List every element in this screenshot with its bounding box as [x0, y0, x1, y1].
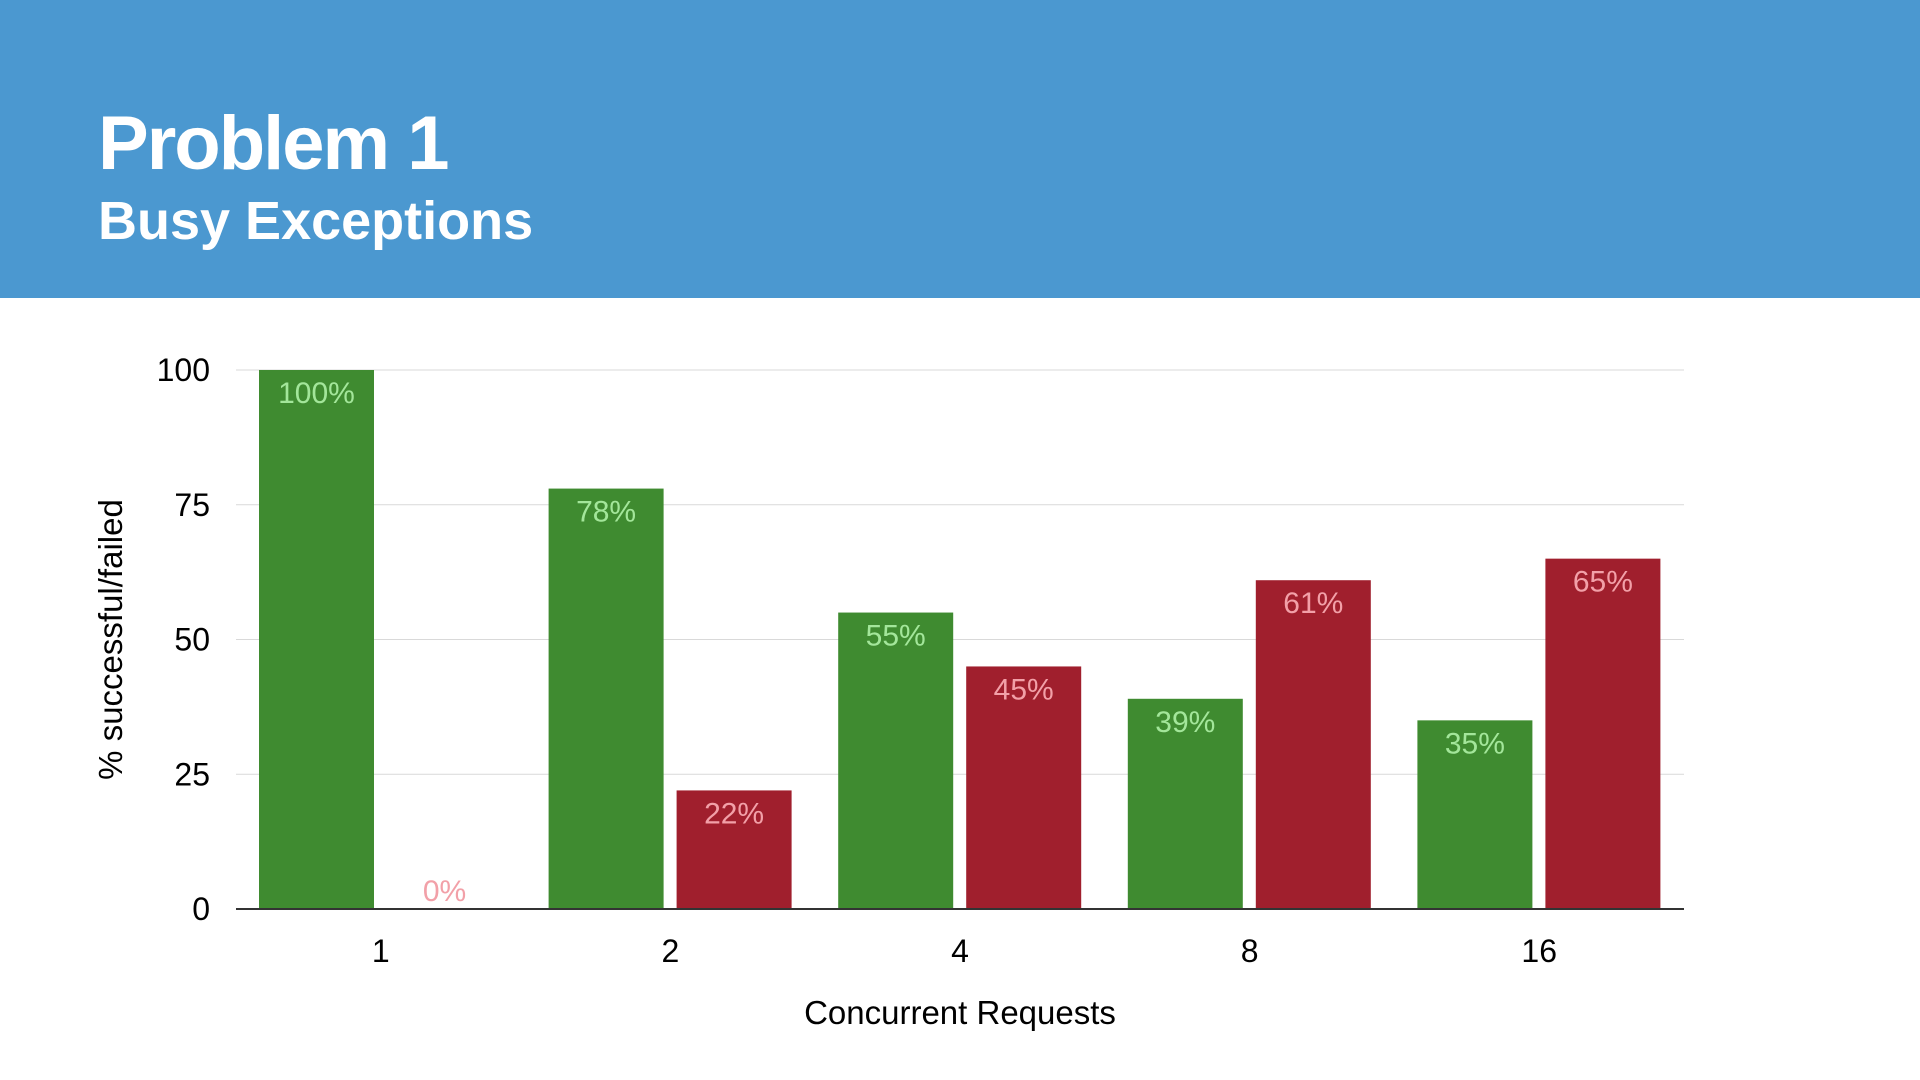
bar-label-failed-1: 0%: [423, 875, 466, 908]
x-tick-label: 8: [1241, 933, 1259, 969]
bar-label-successful-1: 100%: [278, 377, 355, 410]
x-tick-label: 2: [662, 933, 680, 969]
bar-successful-1: [259, 370, 374, 909]
gridlines: [236, 369, 1684, 775]
bar-label-failed-16: 65%: [1573, 566, 1633, 599]
y-tick-label: 25: [174, 756, 210, 792]
y-axis-label: % successful/failed: [92, 499, 129, 780]
bar-failed-8: [1255, 580, 1371, 909]
x-tick-label: 16: [1521, 933, 1557, 969]
bar-label-successful-16: 35%: [1445, 727, 1505, 760]
page-subtitle: Busy Exceptions: [98, 191, 534, 251]
bar-label-failed-8: 61%: [1283, 587, 1343, 620]
x-tick-label: 1: [372, 933, 390, 969]
x-tick-label: 4: [951, 933, 969, 969]
bar-successful-2: [548, 488, 664, 909]
y-tick-label: 50: [174, 622, 210, 658]
bar-label-failed-2: 22%: [704, 797, 764, 830]
y-axis-ticks: 0 25 50 75 100: [157, 352, 210, 927]
y-tick-label: 0: [192, 891, 210, 927]
x-axis-label: Concurrent Requests: [804, 994, 1116, 1031]
y-tick-label: 100: [157, 352, 210, 388]
x-axis-ticks: 1 2 4 8 16: [372, 933, 1557, 969]
bar-successful-16: [1417, 720, 1533, 909]
page-title: Problem 1: [98, 101, 449, 186]
bars: [259, 370, 1661, 909]
title-banner: Problem 1 Busy Exceptions: [0, 0, 1920, 298]
bar-successful-8: [1127, 698, 1243, 909]
y-tick-label: 75: [174, 487, 210, 523]
bar-failed-2: [676, 790, 792, 909]
bar-failed-16: [1545, 558, 1661, 909]
bar-label-failed-4: 45%: [994, 673, 1054, 706]
bar-data-labels: 100% 0% 78% 22% 55% 45% 39% 61% 35% 65%: [278, 377, 1633, 908]
bar-label-successful-8: 39%: [1155, 706, 1215, 739]
bar-failed-4: [966, 666, 1082, 909]
bar-label-successful-2: 78%: [576, 496, 636, 529]
bar-label-successful-4: 55%: [866, 620, 926, 653]
bar-successful-4: [838, 612, 954, 909]
bar-chart: 0 25 50 75 100 100% 0% 78% 22% 55% 45% 39% 61% 35% 65…: [92, 352, 1684, 1031]
